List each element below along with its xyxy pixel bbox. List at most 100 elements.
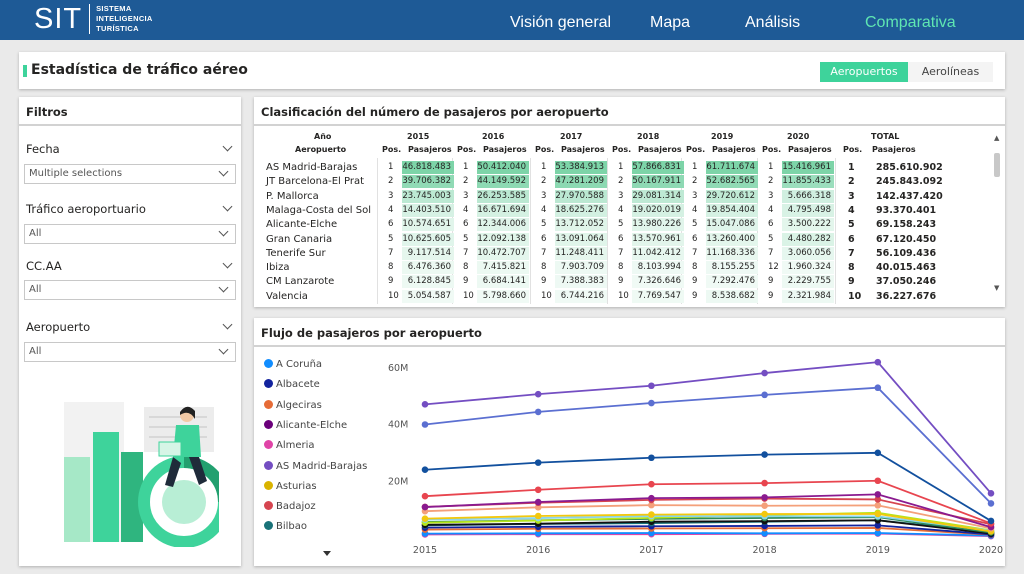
nav-vision-general[interactable]: Visión general [510, 14, 612, 31]
passengers-cell: 14.403.510 [402, 203, 454, 217]
passengers-cell: 7.769.547 [632, 289, 684, 303]
legend-item[interactable]: AS Madrid-Barajas [264, 460, 367, 474]
trafico-dropdown[interactable]: All [24, 224, 236, 244]
passengers-cell: 7.388.383 [555, 275, 607, 289]
data-point [534, 512, 542, 520]
legend-item[interactable]: Alicante-Elche [264, 419, 347, 433]
sit-logo[interactable]: SIT SISTEMA INTELIGENCIA TURÍSTICA [34, 3, 153, 35]
year-header-2015: 2015 [407, 132, 430, 141]
toggle-aerolineas[interactable]: Aerolíneas [908, 62, 993, 82]
legend-item[interactable]: Asturias [264, 480, 317, 494]
passengers-cell: 11.168.336 [706, 246, 758, 260]
passengers-cell: 6.128.845 [402, 275, 454, 289]
legend-scroll-down-icon[interactable] [323, 551, 331, 556]
position-cell: 6 [692, 233, 698, 244]
data-point [874, 384, 882, 392]
position-cell: 6 [618, 233, 624, 244]
position-cell: 1 [618, 162, 624, 172]
position-cell: 10 [388, 290, 399, 301]
x-tick-label: 2020 [979, 545, 1003, 556]
table-scrollbar-thumb[interactable] [994, 153, 1000, 177]
toggle-aeropuertos[interactable]: Aeropuertos [820, 62, 908, 82]
data-point [534, 459, 542, 466]
data-point [648, 480, 655, 488]
position-cell: 5 [388, 233, 394, 244]
passengers-cell: 7.903.709 [555, 261, 607, 275]
legend-item[interactable]: Badajoz [264, 500, 316, 514]
year-header-2018: 2018 [637, 132, 660, 141]
passengers-cell: 4.795.498 [782, 203, 834, 217]
passengers-cell: 53.384.913 [555, 161, 607, 174]
position-cell: 6 [463, 219, 469, 230]
data-point [874, 491, 882, 498]
legend-item[interactable]: A Coruña [264, 358, 322, 372]
ccaa-dropdown[interactable]: All [24, 280, 236, 300]
data-point [761, 479, 768, 487]
scroll-up-icon[interactable]: ▲ [994, 134, 1000, 142]
position-cell: 4 [618, 204, 624, 215]
legend-item[interactable]: Algeciras [264, 399, 322, 413]
scroll-down-icon[interactable]: ▼ [994, 284, 1000, 292]
aeropuerto-dropdown[interactable]: All [24, 342, 236, 362]
total-position-cell: 4 [848, 204, 855, 216]
data-point [648, 511, 655, 518]
passengers-cell: 6.744.216 [555, 289, 607, 303]
series-line [424, 515, 992, 532]
nav-mapa[interactable]: Mapa [650, 14, 691, 31]
passengers-cell: 46.818.483 [402, 161, 454, 174]
position-cell: 5 [541, 219, 547, 230]
y-tick-label: 40M [388, 420, 408, 431]
ccaa-collapse-chevron-icon[interactable] [222, 258, 233, 269]
position-cell: 9 [768, 276, 774, 287]
total-passengers-cell: 93.370.401 [876, 204, 937, 216]
trafico-collapse-chevron-icon[interactable] [222, 201, 233, 212]
data-point [421, 421, 429, 428]
airport-name: Malaga-Costa del Sol [266, 204, 371, 216]
data-point [874, 529, 882, 537]
position-cell: 10 [618, 290, 629, 301]
position-cell: 2 [388, 176, 394, 187]
legend-item[interactable]: Almeria [264, 439, 315, 453]
filters-panel: Filtros Fecha Multiple selections Tráfic… [19, 97, 241, 566]
data-point [874, 477, 882, 485]
legend-item[interactable]: Bilbao [264, 520, 307, 534]
legend-marker-icon [264, 480, 273, 490]
pax-header: Pasajeros [561, 145, 605, 154]
position-cell: 6 [541, 233, 547, 244]
airport-name: Ibiza [266, 262, 290, 274]
passengers-cell: 9.117.514 [402, 246, 454, 260]
legend-label: Almeria [276, 440, 315, 452]
passengers-cell: 5.054.587 [402, 289, 454, 303]
passengers-cell: 12.344.006 [477, 218, 529, 232]
position-cell: 4 [541, 204, 547, 215]
pax-header: Pasajeros [788, 145, 832, 154]
data-point [761, 369, 768, 377]
data-point [761, 510, 768, 518]
year-header-2016: 2016 [482, 132, 505, 141]
logo-line-3: TURÍSTICA [96, 24, 139, 33]
fecha-collapse-chevron-icon[interactable] [222, 141, 233, 152]
total-position-cell: 8 [848, 262, 855, 274]
x-tick-label: 2019 [866, 545, 890, 556]
fecha-dropdown[interactable]: Multiple selections [24, 164, 236, 184]
data-point [761, 530, 768, 537]
ranking-title: Clasificación del número de pasajeros po… [261, 105, 609, 119]
flow-divider [254, 345, 1005, 347]
data-point [648, 529, 655, 537]
top-navigation-bar: SIT SISTEMA INTELIGENCIA TURÍSTICA Visió… [0, 0, 1024, 40]
nav-analisis[interactable]: Análisis [745, 14, 801, 31]
logo-line-2: INTELIGENCIA [96, 14, 153, 23]
nav-comparativa[interactable]: Comparativa [865, 14, 956, 31]
aeropuerto-collapse-chevron-icon[interactable] [222, 319, 233, 330]
chevron-down-icon [218, 282, 229, 293]
legend-label: A Coruña [276, 359, 323, 370]
airport-name: Tenerife Sur [266, 247, 326, 259]
legend-marker-icon [264, 460, 273, 470]
data-point [987, 517, 995, 525]
position-cell: 3 [692, 190, 698, 201]
legend-item[interactable]: Albacete [264, 378, 320, 392]
data-point [421, 503, 429, 511]
passengers-cell: 1.960.324 [782, 261, 834, 275]
passengers-cell: 52.682.565 [706, 175, 758, 189]
position-cell: 5 [768, 233, 774, 244]
